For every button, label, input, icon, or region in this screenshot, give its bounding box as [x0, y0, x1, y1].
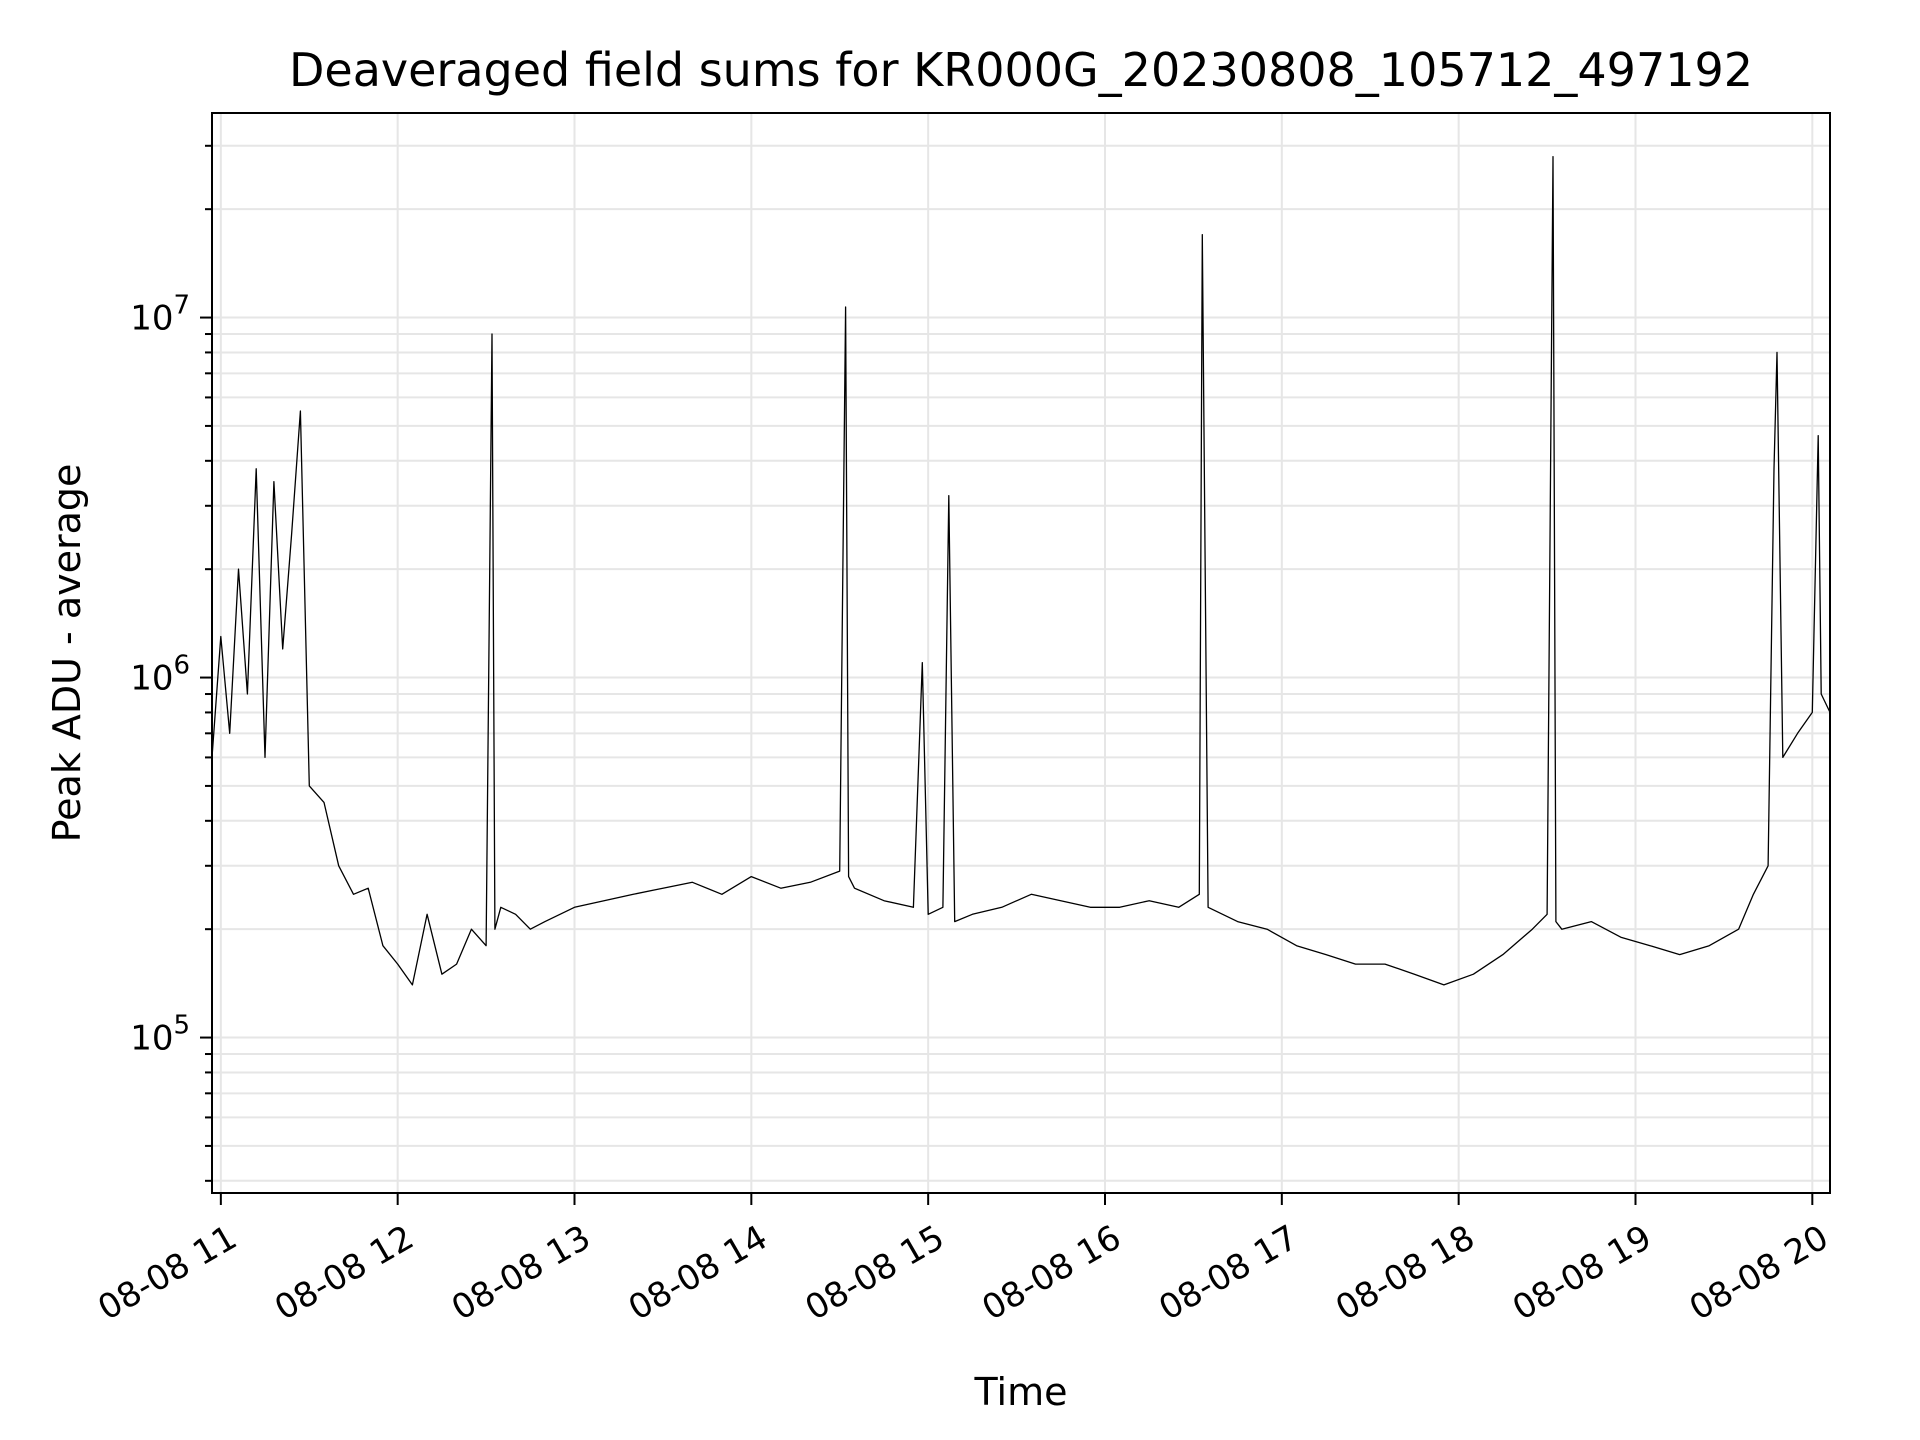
x-tick-label: 08-08 11: [91, 1218, 243, 1329]
x-tick-label: 08-08 18: [1329, 1218, 1481, 1329]
y-axis-label: Peak ADU - average: [45, 464, 89, 843]
x-tick-label: 08-08 15: [799, 1218, 951, 1329]
x-tick-label: 08-08 13: [445, 1218, 597, 1329]
x-tick-label: 08-08 17: [1152, 1218, 1304, 1329]
chart-title: Deaveraged field sums for KR000G_2023080…: [289, 43, 1753, 97]
x-axis-label: Time: [974, 1370, 1068, 1414]
y-tick-label: 106: [130, 651, 190, 699]
x-tick-label: 08-08 14: [622, 1218, 774, 1329]
plot-frame: [211, 112, 1831, 1194]
y-tick-label: 107: [130, 291, 190, 339]
y-tick-label: 105: [130, 1011, 190, 1059]
x-tick-label: 08-08 12: [268, 1218, 420, 1329]
x-tick-label: 08-08 16: [975, 1218, 1127, 1329]
x-axis-ticks: 08-08 11 08-08 12 08-08 13 08-08 14 08-08 15…: [91, 1193, 1835, 1329]
x-tick-label: 08-08 19: [1506, 1218, 1658, 1329]
grid-lines: [212, 113, 1830, 1193]
x-tick-label: 08-08 20: [1683, 1218, 1835, 1329]
y-axis-ticks: 105 106 107: [130, 144, 212, 1182]
series-line: [211, 155, 1831, 986]
